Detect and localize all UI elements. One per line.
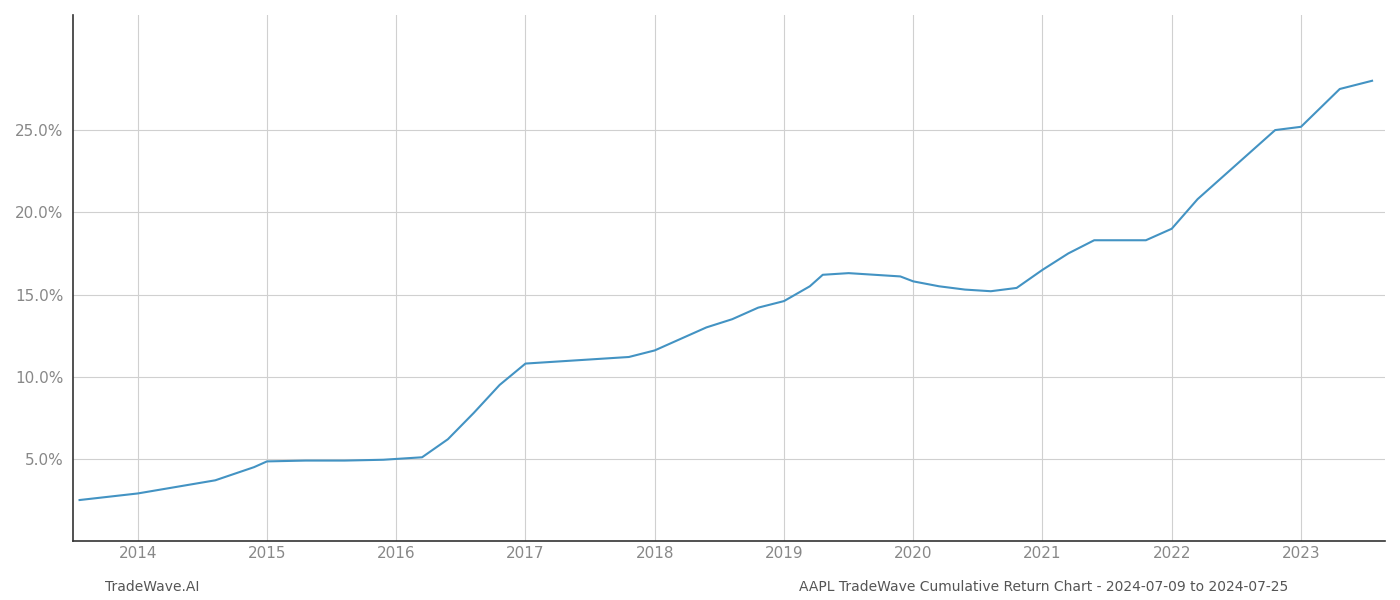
Text: AAPL TradeWave Cumulative Return Chart - 2024-07-09 to 2024-07-25: AAPL TradeWave Cumulative Return Chart -… bbox=[799, 580, 1288, 594]
Text: TradeWave.AI: TradeWave.AI bbox=[105, 580, 199, 594]
